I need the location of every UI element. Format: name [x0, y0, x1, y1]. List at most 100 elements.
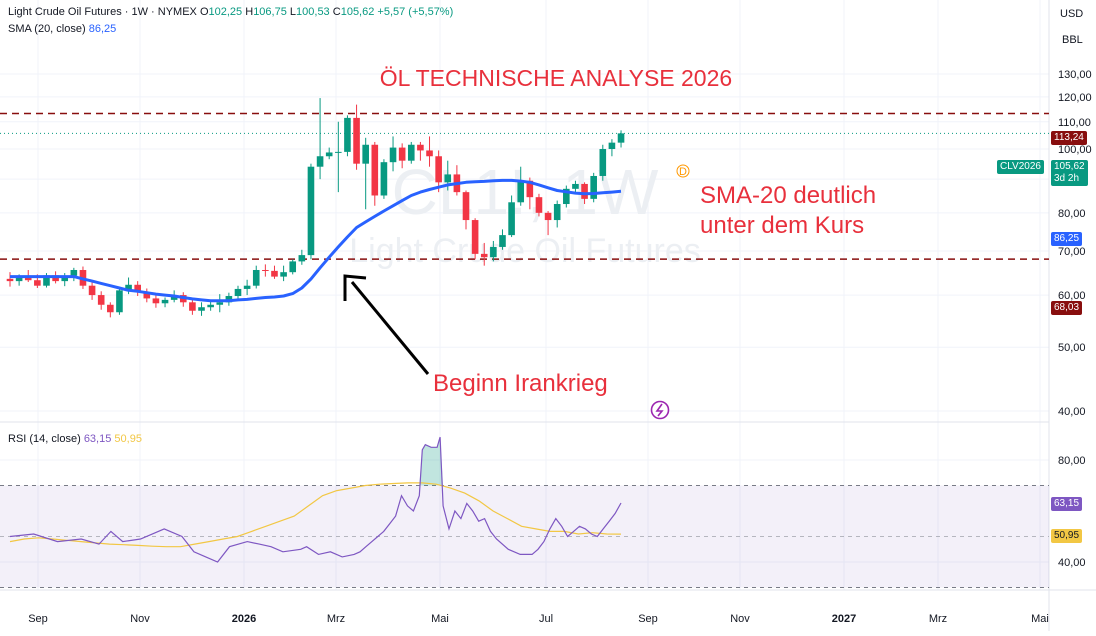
candle-body[interactable]: [152, 298, 160, 304]
low-value: 100,53: [296, 6, 330, 18]
rsi-ma-tag: 50,95: [1051, 529, 1083, 543]
rsi-tick-label: 40,00: [1058, 557, 1086, 569]
candle-body[interactable]: [61, 275, 69, 282]
candle-body[interactable]: [508, 202, 515, 236]
candle-body[interactable]: [298, 255, 306, 262]
candle-body[interactable]: [198, 307, 205, 311]
candle-body[interactable]: [280, 272, 287, 277]
dividend-marker[interactable]: D: [679, 166, 687, 178]
candle-body[interactable]: [581, 183, 588, 199]
candle-body[interactable]: [572, 183, 579, 189]
candle-body[interactable]: [116, 290, 123, 313]
candle-body[interactable]: [271, 270, 278, 277]
candle-body[interactable]: [335, 151, 342, 153]
candle-body[interactable]: [189, 302, 196, 311]
candle-body[interactable]: [24, 276, 32, 281]
candle-body[interactable]: [316, 156, 324, 167]
candle-body[interactable]: [107, 304, 114, 313]
candle-body[interactable]: [262, 269, 269, 271]
candle-body[interactable]: [499, 235, 506, 247]
candle-body[interactable]: [517, 180, 525, 203]
candle-body[interactable]: [243, 285, 251, 289]
candle-body[interactable]: [325, 152, 333, 157]
candle-body[interactable]: [417, 144, 424, 151]
candle-body[interactable]: [143, 292, 151, 299]
rsi-line[interactable]: [9, 436, 622, 563]
candle-body[interactable]: [535, 197, 543, 213]
lower-level-tag: 68,03: [1051, 301, 1083, 315]
candle-body[interactable]: [544, 212, 552, 221]
time-tick-label: Jul: [539, 613, 553, 625]
candle-body[interactable]: [563, 188, 570, 205]
candle-body[interactable]: [6, 278, 14, 282]
candle-body[interactable]: [371, 144, 379, 196]
lightning-bolt-icon: [655, 403, 664, 417]
unit-button[interactable]: BBL: [1062, 34, 1083, 46]
currency-button[interactable]: USD: [1060, 8, 1084, 20]
candle-body[interactable]: [553, 204, 561, 221]
candle-body[interactable]: [97, 295, 105, 305]
close-label: C: [332, 6, 341, 18]
candle-body[interactable]: [207, 304, 214, 308]
bar-countdown: 3d 2h: [1054, 173, 1080, 184]
time-tick-label: Mrz: [929, 613, 947, 625]
candle-body[interactable]: [462, 192, 470, 221]
sma-header[interactable]: SMA (20, close) 86,25: [8, 23, 116, 35]
candle-body[interactable]: [125, 284, 132, 291]
candle-body[interactable]: [590, 175, 597, 199]
candle-body[interactable]: [471, 220, 479, 254]
candle-body[interactable]: [617, 133, 625, 143]
time-tick-label: Mrz: [327, 613, 345, 625]
symbol-line[interactable]: Light Crude Oil Futures · 1W · NYMEX: [8, 6, 197, 18]
lightning-icon[interactable]: [650, 400, 670, 420]
candle-body[interactable]: [362, 144, 369, 164]
last-price: 105,62: [1054, 161, 1085, 172]
candle-body[interactable]: [252, 269, 260, 286]
candle-body[interactable]: [398, 147, 406, 161]
candle-body[interactable]: [225, 296, 233, 303]
annotation-war: Beginn Irankrieg: [433, 370, 608, 397]
candle-body[interactable]: [88, 285, 96, 296]
candle-body[interactable]: [380, 162, 388, 196]
last-price-tag: 105,62 3d 2h: [1051, 160, 1088, 186]
candle-body[interactable]: [344, 117, 351, 152]
sma-line[interactable]: [10, 178, 622, 303]
candle-body[interactable]: [307, 166, 315, 256]
candle-body[interactable]: [353, 117, 360, 164]
price-tick-label: 110,00: [1058, 117, 1091, 129]
candle-body[interactable]: [34, 280, 41, 286]
candle-body[interactable]: [407, 144, 415, 161]
annotation-sma-line2: unter dem Kurs: [700, 212, 864, 239]
candle-body[interactable]: [134, 284, 141, 293]
time-tick-label: Nov: [730, 613, 750, 625]
candle-body[interactable]: [444, 174, 452, 183]
candle-body[interactable]: [43, 275, 50, 286]
candle-body[interactable]: [234, 288, 242, 297]
candle-body[interactable]: [526, 180, 534, 198]
sma-tag: 86,25: [1051, 232, 1083, 246]
sma-value: 86,25: [88, 23, 117, 35]
watermark-name: Light Crude Oil Futures: [349, 232, 701, 270]
rsi-ma-line[interactable]: [9, 482, 622, 548]
candle-body[interactable]: [289, 261, 297, 273]
candle-body[interactable]: [608, 142, 616, 150]
low-label: L: [289, 6, 297, 18]
candle-body[interactable]: [426, 150, 433, 157]
rsi-tick-label: 80,00: [1058, 455, 1086, 467]
candle-body[interactable]: [480, 253, 488, 258]
change-value: +5,57 (+5,57%): [377, 6, 454, 18]
candle-body[interactable]: [490, 246, 497, 258]
sma-label: SMA (20, close): [8, 23, 86, 35]
candle-body[interactable]: [435, 156, 442, 183]
candle-body[interactable]: [15, 276, 23, 282]
rsi-label: RSI (14, close): [8, 433, 81, 445]
candle-body[interactable]: [216, 302, 224, 305]
candle-body[interactable]: [389, 147, 397, 163]
candle-body[interactable]: [161, 299, 169, 304]
candle-body[interactable]: [70, 269, 78, 276]
candle-body[interactable]: [599, 149, 607, 176]
rsi-header[interactable]: RSI (14, close) 63,15 50,95: [8, 433, 142, 445]
candle-body[interactable]: [52, 275, 59, 282]
